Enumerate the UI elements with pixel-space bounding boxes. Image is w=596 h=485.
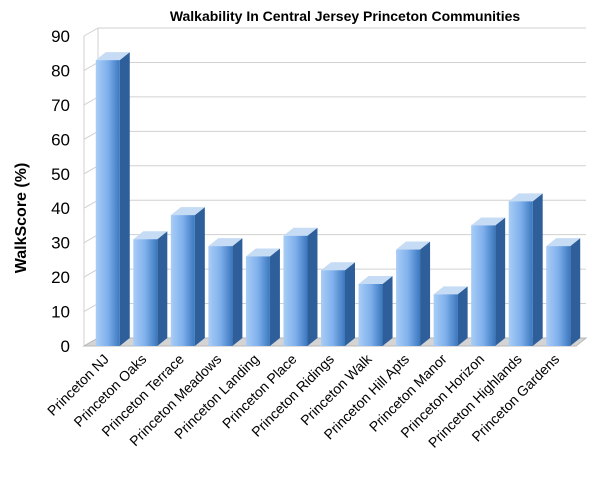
bar-top — [546, 238, 581, 247]
bar — [471, 217, 506, 346]
y-tick-label: 50 — [51, 165, 70, 184]
bar-front — [508, 201, 533, 346]
bar-front — [433, 294, 458, 346]
y-tick-label: 80 — [51, 61, 70, 80]
bar — [358, 276, 393, 346]
y-axis-ticks: 0 10 20 30 40 50 60 70 80 90 — [51, 27, 70, 356]
y-tick-label: 40 — [51, 199, 70, 218]
bar-side — [382, 276, 393, 346]
bar — [508, 193, 543, 346]
y-tick-label: 10 — [51, 303, 70, 322]
bar-top — [133, 231, 168, 240]
bar-top — [208, 238, 243, 247]
bar-side — [495, 217, 506, 346]
bar — [321, 262, 355, 346]
gridline-depth — [83, 96, 99, 106]
bar-side — [232, 238, 243, 346]
y-tick-label: 20 — [51, 268, 70, 287]
bar-front — [546, 246, 571, 346]
bar — [245, 248, 280, 346]
bar — [283, 227, 318, 346]
gridline-depth — [83, 303, 99, 312]
bar — [170, 207, 205, 346]
bar-side — [570, 238, 581, 346]
bar-top — [358, 276, 393, 284]
y-tick-label: 30 — [51, 234, 70, 253]
bar-side — [532, 193, 543, 346]
bar — [546, 238, 581, 346]
bar — [95, 52, 130, 346]
gridline-depth — [83, 130, 99, 140]
gridline-depth — [83, 268, 99, 278]
bar-side — [420, 241, 431, 346]
bar-front — [396, 249, 421, 346]
chart-title: Walkability In Central Jersey Princeton … — [170, 8, 521, 24]
gridline-depth — [83, 62, 99, 71]
bar — [396, 241, 431, 346]
bar-side — [457, 286, 468, 346]
bar — [133, 231, 168, 346]
bar-side — [157, 231, 168, 346]
bar-front — [245, 256, 270, 346]
bar-side — [119, 52, 130, 346]
gridline-depth — [83, 27, 99, 37]
y-tick-label: 70 — [51, 96, 70, 115]
bar-top — [283, 227, 318, 236]
bar-front — [358, 284, 383, 346]
bar-front — [321, 270, 345, 346]
bar-side — [345, 262, 355, 346]
gridline-depth — [83, 165, 99, 175]
bars — [95, 52, 581, 346]
bar-front — [283, 235, 308, 346]
y-tick-label: 0 — [61, 337, 70, 356]
gridline-depth — [83, 199, 99, 209]
bar-top — [170, 207, 205, 216]
y-tick-label: 90 — [51, 27, 70, 46]
bar — [433, 286, 468, 346]
bar-side — [307, 227, 318, 346]
bar-front — [95, 60, 120, 346]
bar-front — [471, 225, 496, 346]
bar-top — [321, 262, 355, 271]
bar-top — [95, 52, 130, 61]
bar-front — [170, 215, 195, 346]
bar-side — [269, 248, 280, 346]
bar-top — [471, 217, 506, 226]
bar-top — [508, 193, 543, 202]
bar-front — [208, 246, 233, 346]
y-axis-label: WalkScore (%) — [13, 163, 30, 274]
bar-top — [245, 248, 280, 257]
gridline-depth — [83, 234, 99, 244]
bar-top — [433, 286, 468, 295]
bar-top — [396, 241, 431, 250]
bar — [208, 238, 243, 346]
bar-front — [133, 239, 158, 346]
bar-side — [194, 207, 205, 346]
y-tick-label: 60 — [51, 130, 70, 149]
